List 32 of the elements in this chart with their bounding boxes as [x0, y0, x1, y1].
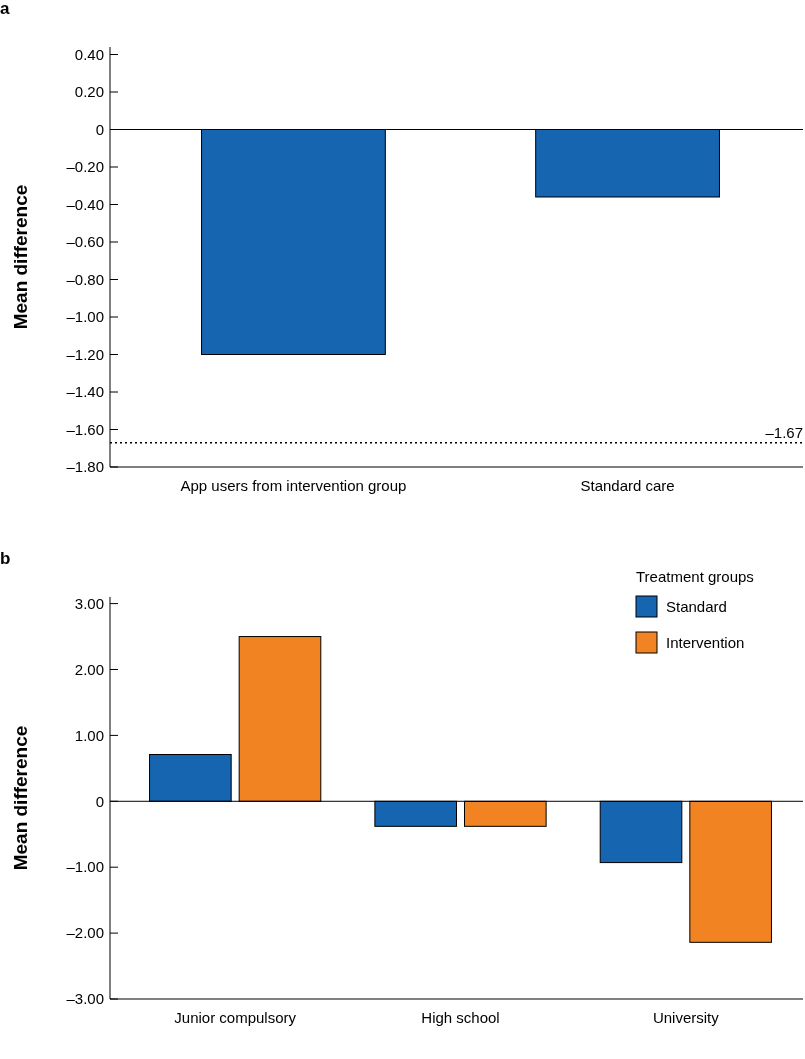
x-tick-label: App users from intervention group	[180, 477, 407, 494]
y-tick-label: –3.00	[66, 990, 104, 1008]
y-axis-title: Mean difference	[10, 725, 31, 871]
chart-title: b	[0, 549, 11, 568]
x-tick-label: High school	[421, 1009, 500, 1026]
chart-title: a	[0, 0, 10, 18]
y-tick-label: –0.20	[66, 158, 104, 176]
y-tick-label: –0.40	[66, 195, 104, 213]
y-tick-label: –0.60	[66, 233, 104, 251]
y-tick-label: –0.80	[66, 270, 104, 288]
y-tick-label: –1.80	[66, 458, 104, 476]
y-axis-title: Mean difference	[10, 184, 31, 330]
y-tick-label: –1.40	[66, 383, 104, 401]
y-tick-label: 0.40	[74, 45, 104, 63]
y-tick-label: –1.20	[66, 345, 104, 363]
x-tick-label: University	[652, 1009, 720, 1026]
y-tick-label: –1.00	[66, 858, 104, 876]
y-tick-label: 0	[95, 792, 104, 810]
y-tick-label: 0	[95, 120, 104, 138]
y-tick-label: 2.00	[74, 660, 104, 678]
y-tick-label: 3.00	[74, 594, 104, 612]
legend-label: Standard	[666, 598, 727, 616]
ref-line-label: –1.67	[765, 423, 803, 441]
legend-title: Treatment groups	[636, 568, 754, 585]
y-tick-label: –2.00	[66, 924, 104, 942]
legend-label: Intervention	[666, 634, 745, 652]
y-tick-label: –1.00	[66, 308, 104, 326]
y-tick-label: 1.00	[74, 726, 104, 744]
x-tick-label: Junior compulsory	[174, 1009, 297, 1026]
y-tick-label: –1.60	[66, 420, 104, 438]
x-tick-label: Standard care	[580, 477, 675, 494]
y-tick-label: 0.20	[74, 83, 104, 101]
